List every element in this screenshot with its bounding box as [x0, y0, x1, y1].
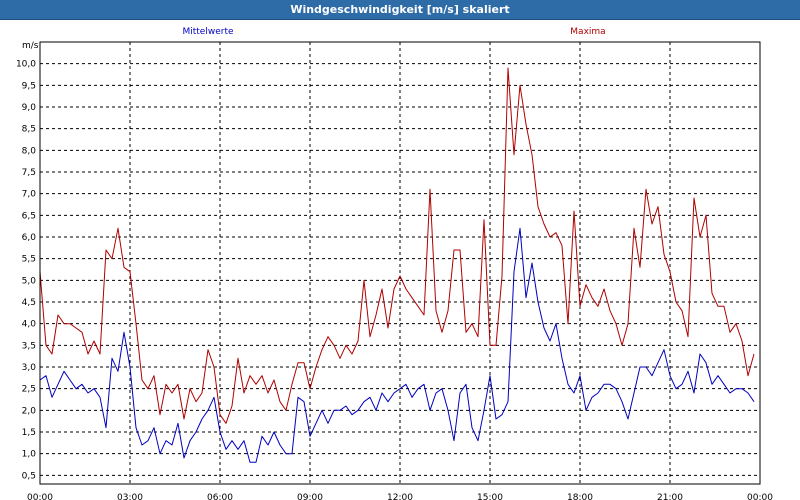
x-tick-time: 18:00 [567, 493, 593, 500]
y-tick-label: 4,5 [22, 298, 36, 308]
x-tick-time: 06:00 [207, 493, 233, 500]
y-tick-label: 5,0 [22, 276, 37, 286]
x-tick-time: 21:00 [657, 493, 683, 500]
y-tick-label: 5,5 [22, 255, 36, 265]
legend-mittelwerte: Mittelwerte [182, 27, 233, 37]
y-tick-label: 10,0 [16, 60, 36, 70]
y-tick-label: 2,0 [22, 406, 37, 416]
y-tick-label: 3,5 [22, 341, 36, 351]
y-tick-label: 8,5 [22, 125, 36, 135]
x-tick-labels: 00:0025.07.1803:0025.07.1806:0025.07.180… [27, 493, 773, 500]
x-tick-time: 03:00 [117, 493, 143, 500]
y-tick-label: 7,0 [22, 190, 37, 200]
legend-maxima: Maxima [570, 27, 605, 37]
grid-lines [40, 42, 760, 484]
x-tick-time: 00:00 [747, 493, 773, 500]
plot-area: m/s Mittelwerte Maxima 0,5 1,0 1,5 2,0 2,5 3,… [0, 20, 800, 500]
series-lines [39, 67, 755, 463]
x-tick-time: 15:00 [477, 493, 503, 500]
y-tick-label: 2,5 [22, 385, 36, 395]
wind-speed-chart: m/s Mittelwerte Maxima 0,5 1,0 1,5 2,0 2,5 3,… [16, 27, 773, 500]
y-tick-labels: 0,5 1,0 1,5 2,0 2,5 3,0 3,5 4,0 4,5 5,0 5,5 6,0 6,5 7… [16, 60, 36, 482]
y-axis-unit: m/s [22, 41, 39, 51]
series-line-maxima [39, 67, 755, 424]
x-tick-time: 09:00 [297, 493, 323, 500]
y-tick-label: 1,0 [22, 450, 37, 460]
y-tick-label: 6,0 [22, 233, 37, 243]
x-tick-time: 12:00 [387, 493, 413, 500]
y-tick-label: 8,0 [22, 146, 37, 156]
x-tick-time: 00:00 [27, 493, 53, 500]
y-tick-label: 6,5 [22, 211, 36, 221]
series-line-mittelwerte [39, 227, 755, 463]
plot-frame [39, 41, 761, 485]
y-tick-label: 3,0 [22, 363, 37, 373]
y-tick-label: 1,5 [22, 428, 36, 438]
y-tick-label: 4,0 [22, 320, 37, 330]
y-tick-label: 7,5 [22, 168, 36, 178]
y-tick-label: 0,5 [22, 471, 36, 481]
window-title: Windgeschwindigkeit [m/s] skaliert [0, 0, 800, 20]
y-tick-label: 9,5 [22, 81, 36, 91]
y-tick-label: 9,0 [22, 103, 37, 113]
